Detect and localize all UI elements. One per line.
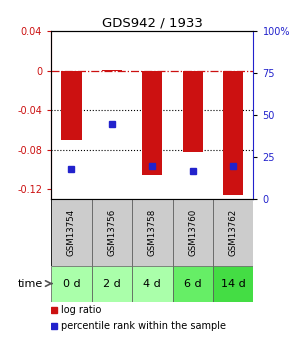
Text: GSM13758: GSM13758 [148,209,157,256]
Title: GDS942 / 1933: GDS942 / 1933 [102,17,203,30]
Bar [142,71,162,175]
Text: log ratio: log ratio [62,305,102,315]
Bar [173,266,213,302]
Bar [173,199,213,266]
Text: time: time [17,278,42,288]
Bar [102,70,122,71]
Bar [213,266,253,302]
Bar [92,266,132,302]
Text: GSM13754: GSM13754 [67,209,76,256]
Bar [213,199,253,266]
Text: GSM13760: GSM13760 [188,209,197,256]
Text: 4 d: 4 d [144,278,161,288]
Text: 6 d: 6 d [184,278,202,288]
Bar [223,71,243,195]
Bar [132,199,173,266]
Text: GSM13762: GSM13762 [229,209,238,256]
Bar [92,199,132,266]
Text: 0 d: 0 d [63,278,80,288]
Bar [61,71,81,140]
Bar [51,266,92,302]
Bar [51,199,92,266]
Text: 2 d: 2 d [103,278,121,288]
Text: 14 d: 14 d [221,278,246,288]
Bar [132,266,173,302]
Text: GSM13756: GSM13756 [108,209,116,256]
Text: percentile rank within the sample: percentile rank within the sample [62,322,226,332]
Bar [183,71,203,152]
